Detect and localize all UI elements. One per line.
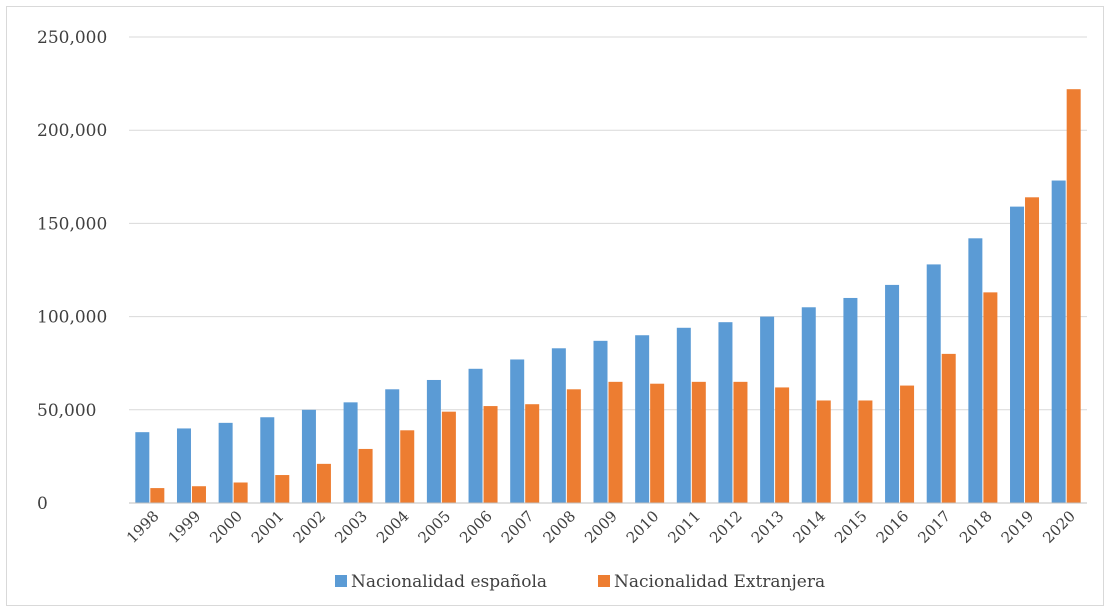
bar-series-2-2006 [483, 406, 498, 503]
bar-series-2-2020 [1066, 89, 1081, 503]
bar-series-2-2017 [941, 353, 956, 503]
bar-series-1-2008 [551, 348, 566, 503]
x-tick-label: 2001 [248, 507, 288, 547]
bar-series-1-2006 [468, 368, 483, 503]
bars [135, 89, 1081, 503]
legend-label: Nacionalidad española [351, 572, 547, 592]
bar-series-2-2012 [733, 381, 748, 503]
bar-series-2-2001 [275, 475, 290, 503]
bar-series-1-2020 [1051, 180, 1066, 503]
bar-series-1-2009 [593, 340, 608, 503]
bar-series-2-2015 [858, 400, 873, 503]
y-tick-label: 0 [37, 494, 48, 514]
bar-series-2-2010 [650, 383, 665, 503]
bar-series-2-2003 [358, 448, 373, 503]
y-tick-label: 50,000 [37, 401, 96, 421]
bar-series-2-1999 [191, 486, 206, 503]
bar-series-2-2011 [691, 381, 706, 503]
legend: Nacionalidad española Nacionalidad Extran… [335, 572, 825, 592]
bar-series-1-1998 [135, 432, 150, 503]
bar-series-1-2015 [843, 297, 858, 503]
bar-series-2-2013 [775, 387, 790, 503]
bar-series-1-2011 [676, 327, 691, 503]
bar-series-2-2000 [233, 482, 248, 503]
bar-series-2-2007 [525, 404, 540, 503]
bar-series-2-2009 [608, 381, 623, 503]
bar-series-1-2019 [1010, 206, 1025, 503]
bar-series-1-2012 [718, 322, 733, 503]
bar-series-2-2005 [441, 411, 456, 503]
bar-series-2-2002 [316, 463, 331, 503]
y-tick-label: 250,000 [37, 28, 107, 48]
x-axis-ticks: 1998 1999 2000 2001 2002 2003 2004 2005 2006 2007… [123, 507, 1079, 547]
bar-series-1-2010 [635, 335, 650, 503]
x-tick-label: 2005 [414, 507, 454, 547]
y-tick-label: 200,000 [37, 121, 107, 141]
bar-series-1-2005 [426, 379, 441, 503]
bar-series-1-2016 [885, 284, 900, 503]
x-tick-label: 2010 [623, 507, 663, 547]
legend-swatch [598, 575, 610, 587]
legend-swatch [335, 575, 347, 587]
x-tick-label: 2003 [331, 507, 371, 547]
bar-series-1-2000 [218, 422, 233, 503]
bar-series-2-2019 [1025, 197, 1040, 503]
x-tick-label: 2004 [373, 507, 413, 547]
x-tick-label: 2014 [789, 507, 829, 547]
bar-series-1-2018 [968, 238, 983, 503]
bar-series-2-2004 [400, 430, 415, 503]
bar-series-2-2016 [900, 385, 915, 503]
bar-chart: 0 50,000 100,000 150,000 200,000 250,000 1998… [37, 28, 1087, 592]
x-tick-label: 2006 [456, 507, 496, 547]
legend-label: Nacionalidad Extranjera [614, 572, 825, 592]
bar-series-2-2018 [983, 292, 998, 503]
x-tick-label: 2015 [831, 507, 871, 547]
bar-series-1-2004 [385, 389, 400, 503]
y-tick-label: 150,000 [37, 214, 107, 234]
bar-series-1-2014 [801, 307, 816, 503]
x-tick-label: 2000 [206, 507, 246, 547]
x-tick-label: 2018 [956, 507, 996, 547]
y-tick-label: 100,000 [37, 308, 107, 328]
x-tick-label: 2019 [998, 507, 1038, 547]
x-tick-label: 2020 [1039, 507, 1079, 547]
bar-series-2-2008 [566, 389, 581, 503]
x-tick-label: 2011 [664, 507, 704, 547]
x-tick-label: 2007 [498, 507, 538, 547]
y-axis-ticks: 0 50,000 100,000 150,000 200,000 250,000 [37, 28, 107, 514]
bar-series-1-2017 [926, 264, 941, 503]
bar-series-1-1999 [176, 428, 191, 503]
bar-series-1-2002 [301, 409, 316, 503]
x-tick-label: 2013 [748, 507, 788, 547]
x-tick-label: 2016 [873, 507, 913, 547]
bar-series-2-1998 [150, 488, 165, 503]
x-tick-label: 2009 [581, 507, 621, 547]
x-tick-label: 1998 [123, 507, 163, 547]
x-tick-label: 2012 [706, 507, 746, 547]
x-tick-label: 1999 [165, 507, 205, 547]
x-tick-label: 2008 [539, 507, 579, 547]
bar-series-2-2014 [816, 400, 831, 503]
bar-series-1-2001 [260, 417, 275, 503]
bar-series-1-2003 [343, 402, 358, 503]
x-tick-label: 2017 [914, 507, 954, 547]
bar-series-1-2013 [760, 316, 775, 503]
bar-series-1-2007 [510, 359, 525, 503]
x-tick-label: 2002 [290, 507, 330, 547]
chart-frame: 0 50,000 100,000 150,000 200,000 250,000 1998… [6, 6, 1104, 606]
